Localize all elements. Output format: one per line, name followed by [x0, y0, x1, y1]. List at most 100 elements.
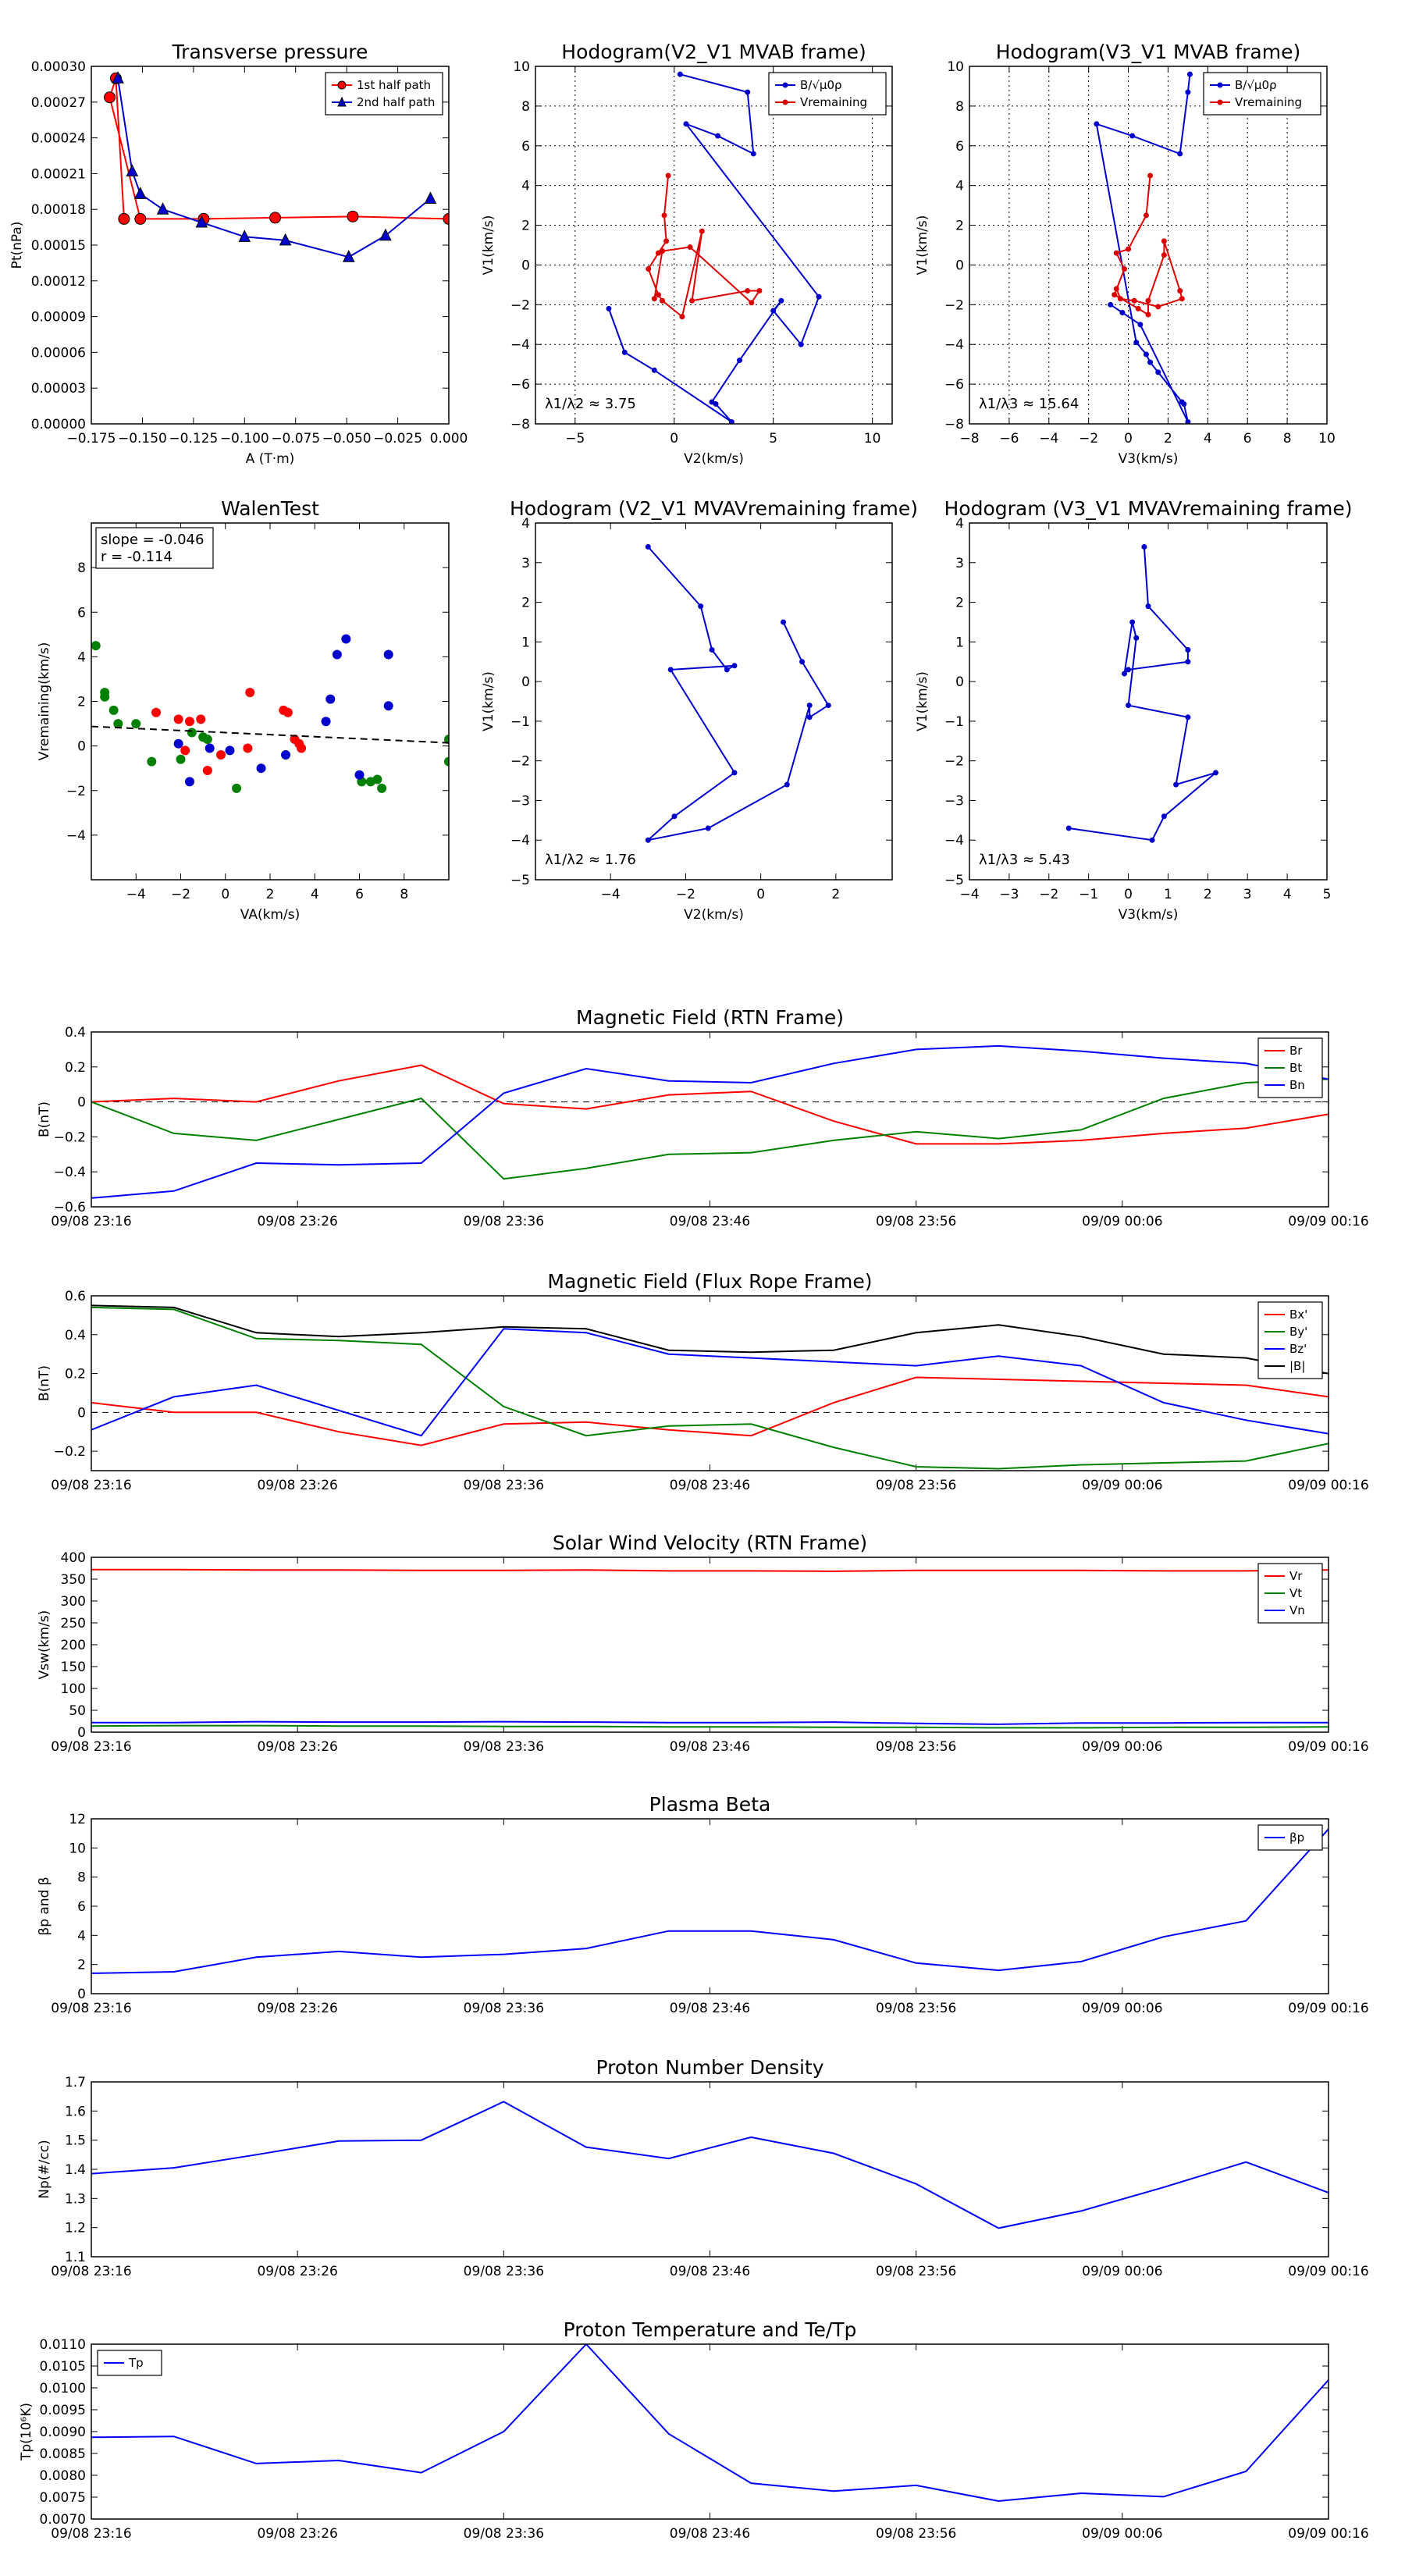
y-tick-label: −3: [944, 793, 964, 809]
hodogram-v2v1-mvav-series-0-point: [784, 781, 790, 788]
y-tick-label: −2: [510, 754, 530, 770]
walen-test-series-0-point: [243, 743, 253, 753]
y-tick-label: −5: [510, 873, 530, 888]
proton-number-density-series-0-line: [91, 2101, 1329, 2229]
hodogram-v2v1-mvav-series-0-point: [731, 663, 738, 669]
y-axis-label: Vremaining(km/s): [37, 642, 52, 761]
hodogram-v3v1-mvab-series-0-point: [1108, 301, 1114, 308]
y-tick-label: 1.4: [65, 2162, 86, 2178]
y-tick-label: 4: [77, 1928, 86, 1944]
plot-frame: [91, 66, 450, 425]
plot-area: [91, 1304, 1329, 1470]
walen-test-series-1-point: [202, 735, 212, 745]
hodogram-v3v1-mvab-series-0-point: [1147, 359, 1154, 365]
hodogram-v2v1-mvab-series-1-point: [699, 228, 705, 234]
y-tick-label: −1: [510, 714, 530, 730]
walen-test-series-2-point: [205, 743, 215, 753]
transverse-pressure-series-1-point: [279, 233, 292, 246]
hodogram-v3v1-mvav-series-0-point: [1129, 619, 1136, 625]
hodogram-v3v1-mvav-series-0-point: [1121, 671, 1127, 677]
legend-label: 1st half path: [357, 78, 431, 92]
solar-wind-velocity-series-2-line: [91, 1720, 1329, 1725]
x-tick-label: 8: [400, 887, 408, 902]
hodogram-v2v1-mvav-series-0-point: [825, 703, 831, 709]
legend: Br Bt Bn: [1257, 1037, 1323, 1098]
walen-test-series-2-point: [281, 750, 291, 760]
x-tick-label: 2: [1164, 431, 1172, 447]
x-tick-label: 09/08 23:16: [51, 2001, 131, 2016]
hodogram-v3v1-mvab-series-0-point: [1094, 121, 1100, 127]
x-tick-label: 09/08 23:56: [876, 1478, 956, 1493]
x-axis-label: V3(km/s): [1119, 451, 1179, 467]
transverse-pressure-series-0-point: [104, 91, 116, 104]
legend-marker: [782, 99, 788, 105]
y-tick-label: −1: [944, 714, 964, 730]
hodogram-v2v1-mvav-series-0-point: [705, 825, 711, 831]
hodogram-v2v1-mvav-series-0-point: [799, 659, 806, 665]
x-tick-label: 09/08 23:16: [51, 2264, 131, 2279]
y-tick-label: −5: [944, 873, 964, 888]
plot-frame: [969, 522, 1328, 881]
y-tick-label: 0.00015: [31, 238, 86, 254]
y-tick-label: 0.0095: [40, 2403, 86, 2418]
solar-wind-velocity-series-1-line: [91, 1724, 1329, 1729]
hodogram-v2v1-mvab-series-0-point: [677, 71, 683, 77]
x-tick-label: 0: [670, 431, 678, 447]
y-tick-label: 2: [77, 695, 86, 710]
plot-area: [91, 1044, 1329, 1199]
walen-test-series-2-point: [383, 649, 393, 660]
x-tick-label: 09/09 00:16: [1288, 1739, 1368, 1755]
proton-number-density-panel: Proton Number Density 09/08 23:16 09/08 23…: [37, 2056, 1369, 2279]
legend-label: Vt: [1289, 1586, 1302, 1600]
y-tick-label: 10: [947, 59, 964, 75]
y-tick-label: 0: [77, 739, 86, 755]
walen-test-series-0-point: [283, 707, 293, 717]
plot-frame: [91, 522, 450, 881]
hodogram-v2v1-mvav-series-0-point: [806, 703, 813, 709]
x-tick-label: 09/08 23:36: [464, 2526, 544, 2542]
hodogram-v3v1-mvav-series-0-point: [1141, 543, 1147, 550]
x-tick-label: 5: [769, 431, 777, 447]
x-tick-label: 09/09 00:16: [1288, 1214, 1368, 1229]
x-tick-label: 09/08 23:26: [257, 1478, 337, 1493]
hodogram-v3v1-mvav-series-0-point: [1133, 635, 1140, 641]
plasma-beta-panel: Plasma Beta 09/08 23:16 09/08 23:26 09/08 2…: [37, 1793, 1369, 2016]
hodogram-v2v1-mvab-series-0-point: [750, 151, 756, 157]
x-tick-label: 09/08 23:56: [876, 2526, 956, 2542]
walen-test-series-2-point: [321, 717, 331, 727]
chart-title: Hodogram (V2_V1 MVAVremaining frame): [510, 497, 918, 520]
legend-label: B/√μ0ρ: [1235, 78, 1277, 92]
x-tick-label: 2: [266, 887, 275, 902]
y-tick-label: −2: [66, 784, 86, 799]
x-tick-label: 6: [355, 887, 364, 902]
hodogram-v2v1-mvab-series-1-point: [659, 297, 665, 304]
x-tick-label: 09/08 23:16: [51, 2526, 131, 2542]
y-tick-label: 3: [955, 556, 964, 571]
hodogram-v2v1-mvab-series-1-point: [679, 314, 685, 320]
magnetic-field-rtn-panel: Magnetic Field (RTN Frame) 09/08 23:16 09/…: [37, 1006, 1369, 1229]
x-axis-label: A (T·m): [246, 451, 295, 467]
hodogram-v3v1-mvav-series-0-point: [1185, 646, 1191, 653]
y-tick-label: −4: [510, 833, 530, 849]
legend-label: |B|: [1289, 1359, 1305, 1373]
y-tick-label: 400: [61, 1550, 86, 1566]
x-tick-label: 09/08 23:46: [670, 1478, 750, 1493]
y-tick-label: 150: [61, 1660, 86, 1675]
hodogram-v2v1-mvab-series-0-line: [607, 73, 820, 423]
y-axis-label: Np(#/cc): [37, 2140, 52, 2198]
hodogram-v2v1-mvav-series-0-point: [780, 619, 786, 625]
chart-title: Hodogram(V2_V1 MVAB frame): [561, 41, 866, 63]
y-tick-label: 4: [521, 516, 530, 532]
walen-test-panel: WalenTest −4 −2 0 2 4 6 8 −4 −2 0 2 4 6 8 VA(km/s) Vrema…: [37, 497, 450, 923]
walen-test-series-0-point: [173, 714, 183, 724]
x-tick-label: 09/08 23:46: [670, 1739, 750, 1755]
transverse-pressure-series-0-point: [134, 212, 147, 225]
hodogram-v2v1-mvav-series-0-point: [709, 646, 715, 653]
walen-test-series-1-point: [113, 719, 123, 729]
legend: βp: [1257, 1824, 1323, 1851]
y-tick-label: −4: [944, 337, 964, 353]
y-tick-label: 0.00009: [31, 310, 86, 326]
transverse-pressure-series-1-point: [342, 250, 355, 262]
x-tick-label: 09/08 23:26: [257, 2264, 337, 2279]
hodogram-v2v1-mvav-panel: Hodogram (V2_V1 MVAVremaining frame) −4 −2…: [481, 497, 918, 923]
